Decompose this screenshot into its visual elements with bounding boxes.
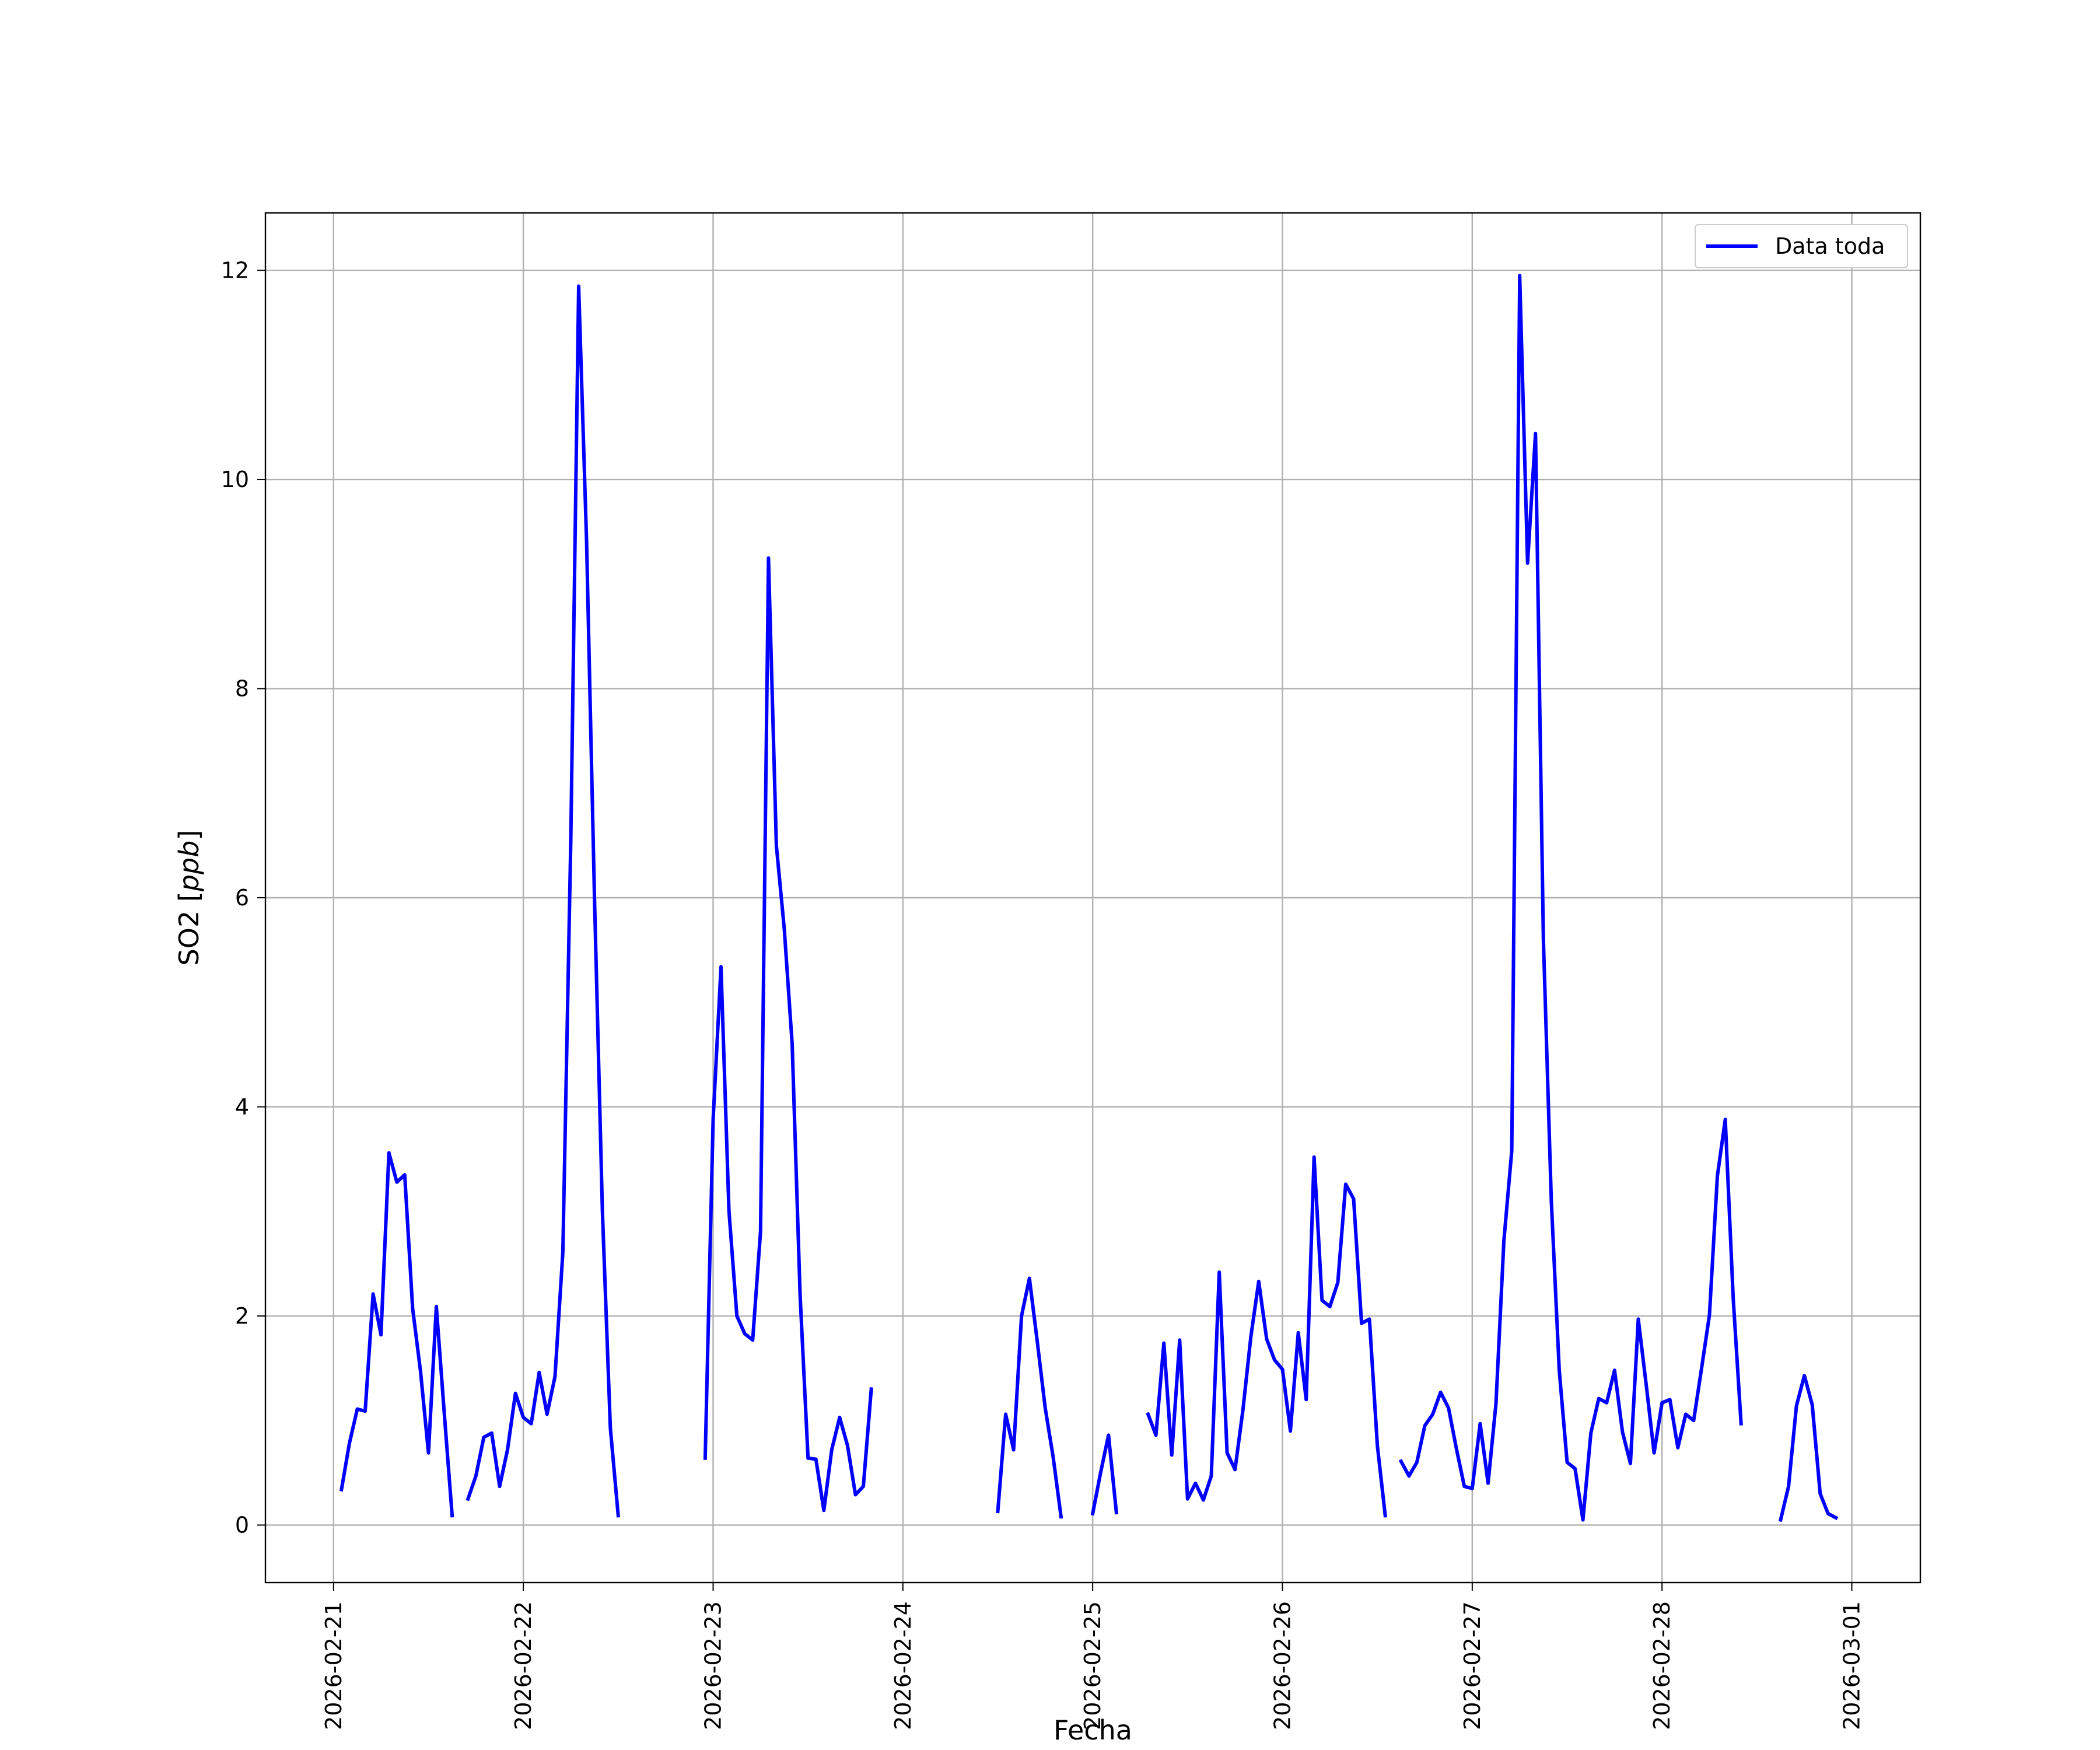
series-data-toda: [339, 274, 1839, 1522]
y-tick-label: 2: [235, 1303, 249, 1329]
x-axis-title: Fecha: [1054, 1714, 1132, 1746]
x-tick-label: 2026-02-26: [1270, 1601, 1296, 1730]
x-tick-label: 2026-02-22: [510, 1601, 536, 1730]
y-axis-title: SO2 [ppb]: [173, 830, 205, 966]
series-line-segment: [339, 1151, 454, 1518]
y-axis-title-close: ]: [173, 830, 205, 841]
series-line-segment: [996, 1276, 1063, 1519]
y-tick-label: 0: [235, 1512, 249, 1538]
x-tick-label: 2026-02-21: [321, 1601, 346, 1730]
x-tick-label: 2026-02-23: [700, 1601, 726, 1730]
y-tick-label: 4: [235, 1094, 249, 1119]
y-tick-label: 6: [235, 885, 249, 911]
series-line-segment: [1398, 274, 1743, 1522]
x-tick-label: 2026-02-24: [890, 1601, 916, 1730]
series-line-segment: [1146, 1155, 1388, 1518]
x-tick-label: 2026-02-27: [1460, 1601, 1485, 1730]
y-tick-label: 10: [221, 467, 249, 492]
y-tick-label: 12: [221, 258, 249, 284]
series-line-segment: [1778, 1374, 1839, 1522]
series-line-segment: [466, 284, 621, 1518]
y-axis: 0 2 4 6 8 10 12: [221, 258, 265, 1538]
legend-box: [1695, 224, 1908, 268]
x-tick-label: 2026-02-25: [1080, 1601, 1105, 1730]
y-axis-title-main: SO2 [: [173, 891, 205, 965]
y-tick-label: 8: [235, 676, 249, 702]
legend-label-data-toda: Data toda: [1775, 233, 1885, 259]
series-line-segment: [703, 556, 873, 1513]
x-tick-label: 2026-03-01: [1839, 1601, 1865, 1730]
series-line-segment: [1090, 1433, 1119, 1516]
x-axis: 2026-02-21 2026-02-22 2026-02-23 2026-02-24…: [321, 1583, 1865, 1730]
grid: [265, 213, 1920, 1583]
x-tick-label: 2026-02-28: [1649, 1601, 1675, 1730]
legend: Data toda: [1695, 224, 1908, 268]
series-layer: [339, 274, 1839, 1522]
y-axis-title-unit: ppb: [173, 841, 205, 892]
